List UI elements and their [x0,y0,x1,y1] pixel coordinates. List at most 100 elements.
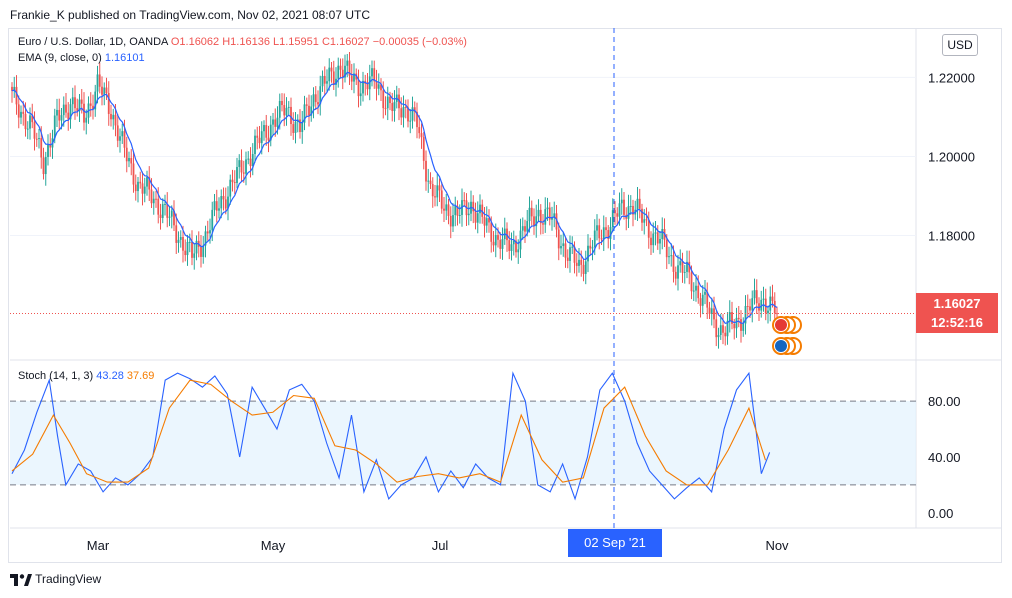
candle-body [366,83,369,90]
candle-body [47,144,49,158]
candle-body [449,215,452,227]
candle-body [321,75,324,87]
currency-button[interactable]: USD [942,34,978,56]
candle-body [319,86,322,105]
candle-body [337,65,340,79]
candle-body [384,108,387,110]
candle-body [762,298,765,300]
candle-body [301,122,304,133]
candle-body [62,104,65,116]
candle-body [434,196,436,198]
candle-body [166,203,169,218]
candle-body [445,204,448,211]
candle-body [643,219,646,223]
candle-body [112,114,115,120]
candle-body [650,237,652,246]
candle-body [123,131,126,148]
candle-body [773,300,776,314]
candle-body [281,100,283,106]
candle-body [452,215,454,227]
candle-body [215,201,218,211]
candle-body [510,244,513,251]
stoch-tick-label: 40.00 [928,450,961,465]
candle-body [272,119,274,125]
candle-body [65,104,67,113]
candle-body [443,208,445,211]
candle-body [128,157,130,162]
candle-body [656,232,659,244]
candle-body [78,99,81,111]
candle-body [114,114,117,126]
candle-body [557,229,560,249]
candle-body [485,218,488,226]
candle-body [569,247,571,261]
candle-body [456,206,459,216]
candle-body [571,246,574,248]
candle-body [49,144,52,148]
candle-body [771,296,774,301]
candle-body [168,216,171,218]
candle-body [177,239,180,243]
candle-body [490,222,493,242]
candle-body [287,106,290,108]
candle-body [150,189,153,204]
candle-body [254,135,256,155]
candle-body [312,94,315,107]
candle-body [305,104,308,106]
candle-body [173,210,175,226]
candle-body [589,245,592,249]
candle-body [472,201,475,212]
candle-body [719,325,722,336]
candle-body [641,208,643,223]
candle-body [706,291,709,308]
candle-body [726,320,729,337]
candle-body [132,163,135,185]
candle-body [44,157,47,175]
price-tick-label: 1.18000 [928,228,975,243]
candle-body [411,107,414,121]
candle-body [661,228,664,239]
candle-body [407,107,409,122]
candle-body [722,325,724,333]
candle-body [512,240,515,245]
candle-body [224,199,227,209]
candle-body [143,186,146,194]
candle-body [276,117,279,127]
candle-body [715,319,718,338]
candle-body [483,216,486,226]
candle-body [256,135,259,138]
stoch-tick-label: 0.00 [928,506,953,521]
candle-body [42,157,45,175]
candle-body [679,261,682,266]
candle-body [56,109,58,116]
candle-body [553,213,556,218]
candle-body [492,241,495,246]
candle-body [40,138,43,158]
candle-body [697,285,700,299]
candle-body [695,285,697,291]
candle-body [672,255,675,272]
candle-body [148,177,151,190]
candle-body [263,125,265,132]
tradingview-logo-icon [10,573,32,586]
candle-body [611,210,614,227]
candle-body [542,223,544,225]
candle-body [467,213,470,216]
publisher-caption: Frankie_K published on TradingView.com, … [10,8,370,22]
stoch-d-line [11,379,767,486]
candle-body [98,74,101,87]
candle-body [479,204,481,214]
candle-body [749,306,751,311]
candle-body [240,160,243,173]
candle-body [269,124,272,141]
candle-body [598,225,601,239]
candle-body [380,84,382,91]
tradingview-logo[interactable]: TradingView [10,572,101,586]
ema-value: 1.16101 [104,52,145,64]
candle-body [546,207,549,210]
candle-body [348,60,351,76]
candle-body [107,93,110,114]
candle-body [429,180,432,185]
chart-frame[interactable] [8,28,1002,563]
